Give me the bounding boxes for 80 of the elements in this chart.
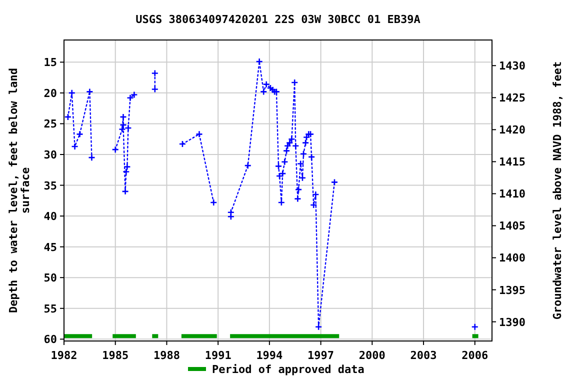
y-tick-label: 60	[44, 333, 57, 346]
y-tick-label: 15	[44, 56, 57, 70]
point	[196, 130, 203, 138]
y2-axis-title: Groundwater level above NAVD 1988, feet	[551, 61, 564, 320]
point	[86, 88, 94, 96]
point	[178, 140, 186, 148]
point	[281, 158, 288, 166]
x-tick-label: 2006	[462, 349, 488, 362]
x-tick-label: 1982	[50, 349, 78, 362]
point	[284, 142, 292, 150]
point	[294, 195, 302, 202]
point	[260, 88, 268, 96]
point	[64, 113, 72, 121]
point	[278, 198, 286, 206]
y-tick-label: 55	[44, 302, 57, 316]
point	[262, 80, 270, 88]
point	[276, 172, 284, 180]
x-tick-label: 2003	[410, 349, 437, 362]
point	[269, 86, 277, 94]
point	[314, 323, 322, 330]
y2-tick-label: 1420	[499, 124, 526, 137]
point	[306, 130, 314, 138]
point	[310, 201, 318, 209]
y2-tick-label: 1390	[499, 316, 526, 329]
point	[302, 134, 310, 141]
point	[270, 88, 278, 96]
point	[88, 154, 96, 162]
y2-tick-label: 1430	[499, 60, 526, 73]
point	[296, 160, 304, 168]
point	[274, 162, 282, 170]
y2-tick-label: 1395	[499, 284, 526, 297]
point	[118, 126, 126, 133]
x-tick-label: 1988	[153, 349, 180, 362]
y-tick-label: 25	[44, 118, 57, 131]
y2-tick-label: 1425	[499, 92, 526, 105]
point	[68, 89, 76, 97]
y2-tick-label: 1405	[499, 220, 526, 233]
x-tick-label: 2000	[358, 349, 386, 362]
point	[151, 86, 159, 93]
point	[210, 198, 218, 206]
point	[244, 162, 252, 170]
point	[112, 146, 120, 154]
y-tick-label: 40	[44, 210, 57, 224]
y-tick-label: 50	[44, 272, 57, 285]
point	[151, 70, 159, 77]
point	[122, 168, 130, 176]
y-tick-label: 30	[44, 148, 57, 162]
point	[294, 186, 302, 194]
point	[308, 153, 316, 161]
point	[302, 139, 310, 146]
y2-tick-label: 1410	[499, 188, 526, 201]
chart-title: USGS 380634097420201 22S 03W 30BCC 01 EB39A	[136, 13, 421, 26]
point	[126, 94, 134, 102]
y-axis-title: Depth to water level, feet below land surface	[7, 68, 32, 314]
point	[120, 113, 127, 121]
x-tick-label: 1994	[256, 349, 284, 362]
point	[122, 188, 129, 196]
point	[71, 142, 78, 150]
y-tick-label: 45	[44, 240, 57, 254]
y2-tick-label: 1415	[499, 156, 526, 169]
point	[330, 178, 338, 186]
point	[312, 190, 320, 198]
point	[124, 163, 131, 170]
point	[298, 174, 306, 182]
y-tick-label: 20	[44, 86, 57, 100]
x-tick-label: 1985	[102, 349, 129, 362]
point	[304, 130, 312, 138]
point	[130, 91, 138, 98]
point	[282, 147, 290, 154]
x-tick-label: 1997	[308, 349, 334, 362]
point	[300, 150, 308, 158]
y-tick-label: 35	[44, 179, 57, 192]
point	[471, 323, 479, 330]
point	[76, 130, 84, 138]
x-tick-label: 1991	[204, 349, 232, 362]
point	[278, 170, 286, 178]
point	[290, 78, 298, 86]
y2-tick-label: 1400	[499, 252, 526, 265]
point	[288, 135, 296, 143]
legend-label: Period of approved data	[212, 363, 364, 376]
